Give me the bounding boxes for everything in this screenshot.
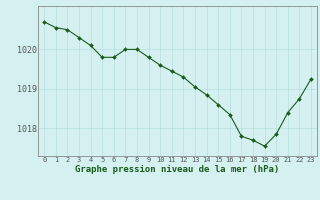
X-axis label: Graphe pression niveau de la mer (hPa): Graphe pression niveau de la mer (hPa)	[76, 165, 280, 174]
